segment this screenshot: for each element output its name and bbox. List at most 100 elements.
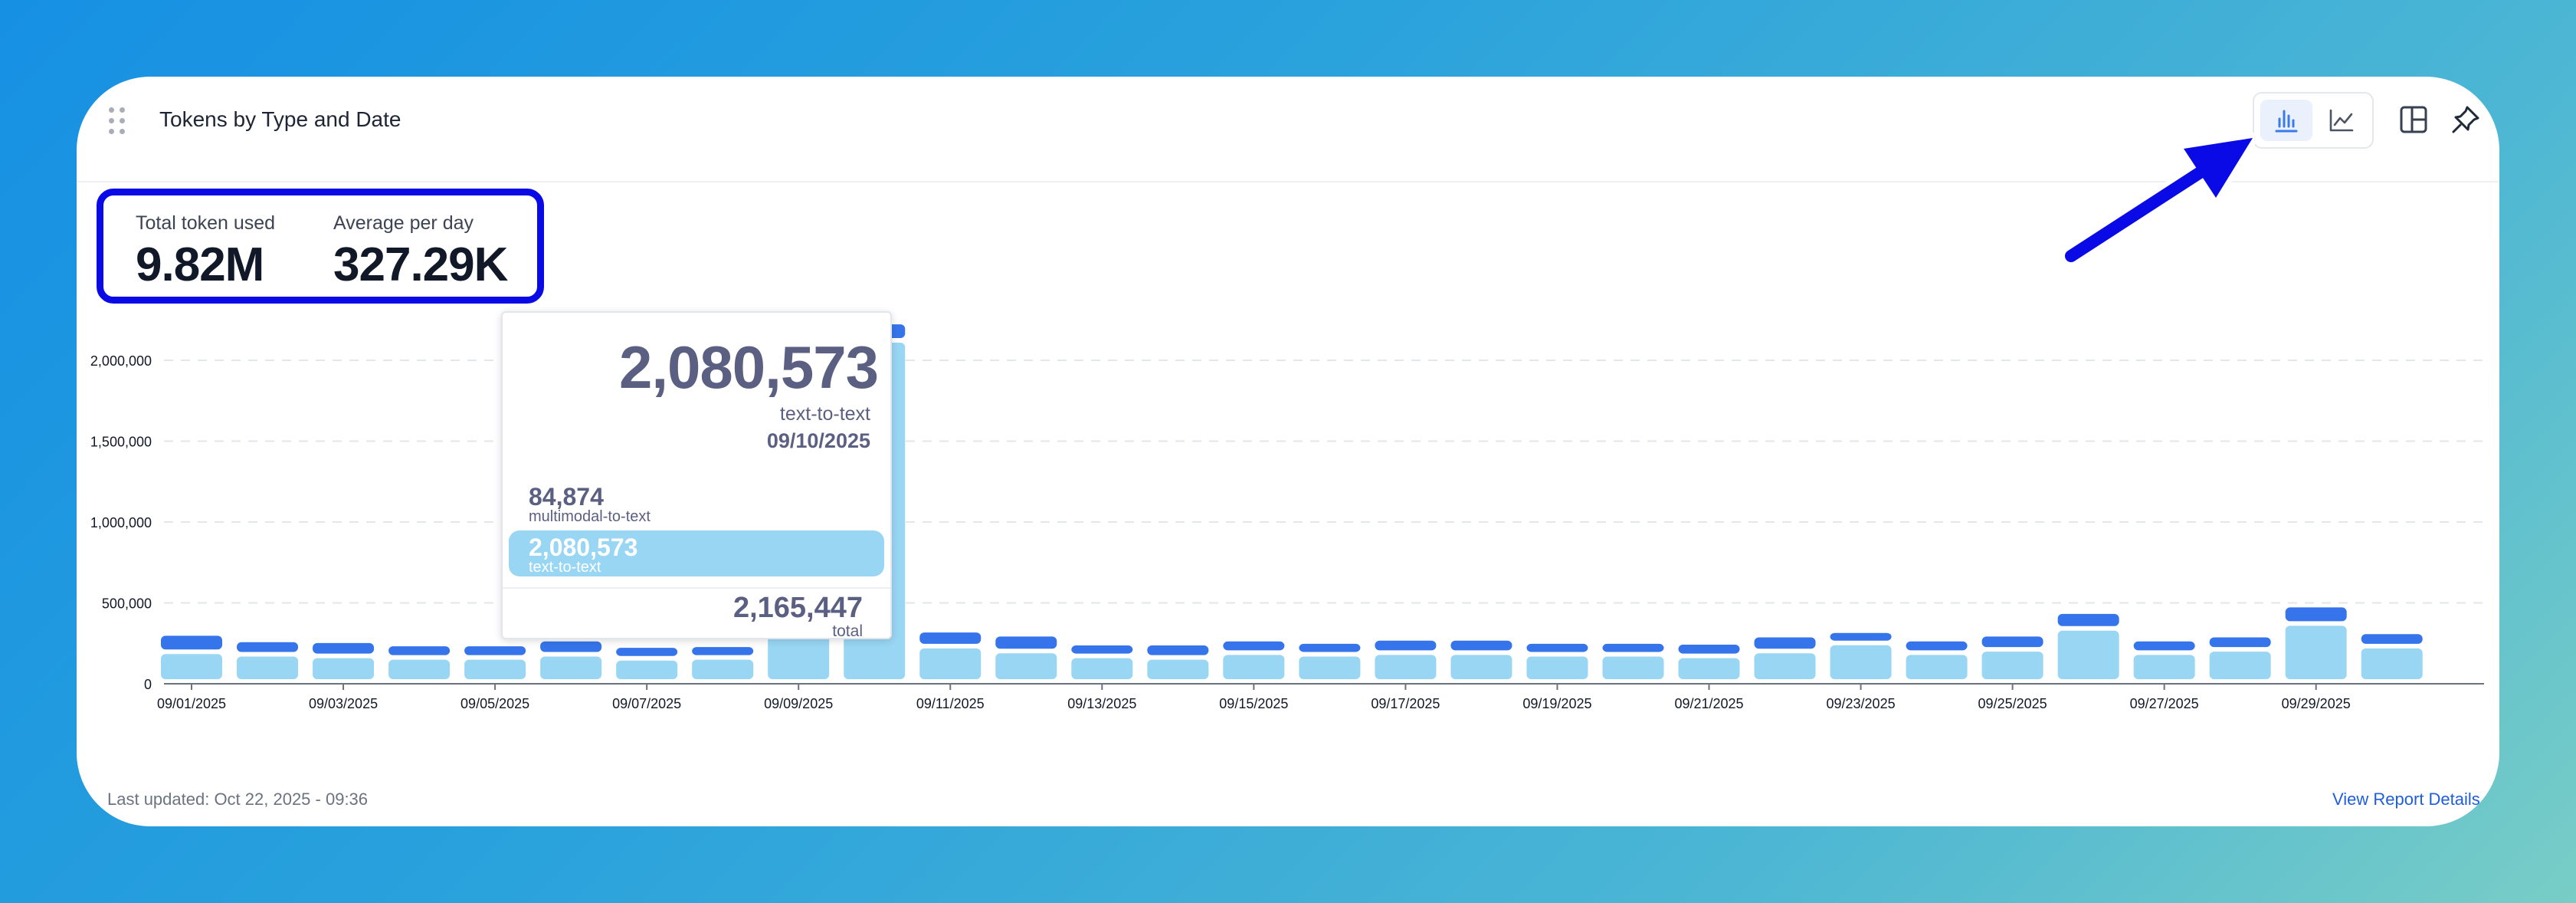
bar-multimodal-to-text[interactable] — [692, 647, 754, 655]
tooltip-headline-series: text-to-text — [779, 403, 870, 425]
bar-multimodal-to-text[interactable] — [2133, 641, 2195, 651]
bar-text-to-text[interactable] — [1375, 655, 1437, 679]
bar-text-to-text[interactable] — [995, 653, 1057, 679]
summary-stats-box: Total token used 9.82M Average per day 3… — [97, 189, 544, 304]
bar-multimodal-to-text[interactable] — [616, 648, 678, 656]
bar-text-to-text[interactable] — [540, 656, 602, 679]
bar-multimodal-to-text[interactable] — [1071, 645, 1133, 654]
bar-text-to-text[interactable] — [1602, 656, 1664, 679]
total-tokens-value: 9.82M — [136, 238, 264, 291]
view-report-details-link[interactable]: View Report Details — [2332, 790, 2480, 809]
chart-tooltip: 2,080,573 text-to-text 09/10/2025 84,874… — [501, 311, 892, 640]
bar-text-to-text[interactable] — [237, 656, 299, 679]
bar-multimodal-to-text[interactable] — [1223, 641, 1285, 651]
tooltip-date: 09/10/2025 — [766, 429, 870, 452]
bar-text-to-text[interactable] — [1450, 655, 1512, 679]
bar-multimodal-to-text[interactable] — [995, 636, 1057, 649]
y-tick-label: 1,500,000 — [90, 435, 152, 450]
tooltip-row-value: 84,874 — [529, 483, 604, 511]
bar-text-to-text[interactable] — [2361, 648, 2423, 679]
bar-multimodal-to-text[interactable] — [1754, 637, 1816, 649]
bar-chart-icon — [2275, 110, 2298, 133]
x-tick-label: 09/23/2025 — [1827, 696, 1896, 711]
bar-text-to-text[interactable] — [1754, 653, 1816, 679]
x-tick-label: 09/19/2025 — [1522, 696, 1591, 711]
tooltip-row-label: multimodal-to-text — [529, 508, 651, 525]
bar-multimodal-to-text[interactable] — [313, 642, 375, 654]
bar-text-to-text[interactable] — [161, 654, 222, 679]
arrow-shaft — [2065, 164, 2210, 262]
bar-multimodal-to-text[interactable] — [161, 635, 222, 650]
bar-multimodal-to-text[interactable] — [2285, 607, 2347, 622]
tooltip-row-value: 2,080,573 — [529, 534, 638, 561]
x-tick-label: 09/05/2025 — [460, 696, 529, 711]
tooltip-total-value: 2,165,447 — [732, 592, 863, 624]
bar-text-to-text[interactable] — [464, 659, 526, 679]
tooltip-row-text-to-text: 2,080,573 text-to-text — [509, 530, 884, 576]
x-tick-label: 09/15/2025 — [1219, 696, 1288, 711]
bar-multimodal-to-text[interactable] — [2057, 613, 2119, 626]
bar-text-to-text[interactable] — [1981, 652, 2043, 679]
x-tick-label: 09/07/2025 — [612, 696, 681, 711]
bar-text-to-text[interactable] — [1071, 658, 1133, 679]
total-tokens-stat: Total token used 9.82M — [136, 212, 275, 292]
bar-text-to-text[interactable] — [1906, 655, 1968, 679]
line-chart-view-button[interactable] — [2315, 100, 2368, 141]
bar-multimodal-to-text[interactable] — [1602, 643, 1664, 652]
bar-text-to-text[interactable] — [1526, 656, 1588, 679]
bar-multimodal-to-text[interactable] — [2209, 637, 2271, 648]
bar-multimodal-to-text[interactable] — [388, 646, 451, 655]
bar-multimodal-to-text[interactable] — [1147, 645, 1209, 655]
y-tick-label: 1,000,000 — [90, 515, 152, 530]
arrow-head — [2184, 138, 2253, 198]
last-updated-text: Last updated: Oct 22, 2025 - 09:36 — [107, 790, 369, 809]
bar-text-to-text[interactable] — [919, 648, 982, 679]
x-tick-label: 09/09/2025 — [764, 696, 833, 711]
bar-multimodal-to-text[interactable] — [1299, 643, 1361, 652]
x-tick-label: 09/17/2025 — [1371, 696, 1440, 711]
x-tick-label: 09/21/2025 — [1674, 696, 1743, 711]
chart-widget: Tokens by Type and Date — [77, 77, 2499, 826]
bar-multimodal-to-text[interactable] — [1981, 636, 2043, 648]
bar-multimodal-to-text[interactable] — [1906, 641, 1968, 651]
bar-multimodal-to-text[interactable] — [919, 632, 982, 644]
tooltip-row-multimodal: 84,874 multimodal-to-text — [529, 484, 651, 524]
drag-handle-icon[interactable] — [109, 107, 127, 135]
bar-multimodal-to-text[interactable] — [464, 646, 526, 655]
bar-text-to-text[interactable] — [1223, 655, 1285, 679]
bar-text-to-text[interactable] — [692, 659, 754, 679]
line-chart-icon — [2329, 109, 2354, 132]
average-per-day-value: 327.29K — [333, 238, 508, 291]
x-tick-label: 09/03/2025 — [309, 696, 378, 711]
bar-text-to-text[interactable] — [388, 659, 451, 679]
bar-multimodal-to-text[interactable] — [237, 642, 299, 652]
bar-multimodal-to-text[interactable] — [1526, 643, 1588, 652]
y-tick-label: 2,000,000 — [90, 353, 152, 369]
tooltip-divider — [503, 587, 890, 589]
bar-text-to-text[interactable] — [2285, 626, 2347, 679]
bar-text-to-text[interactable] — [1299, 656, 1361, 679]
tooltip-row-label: text-to-text — [529, 559, 601, 576]
bar-chart-view-button[interactable] — [2260, 100, 2312, 141]
total-tokens-label: Total token used — [136, 212, 276, 234]
bar-text-to-text[interactable] — [2209, 652, 2271, 679]
x-tick-label: 09/27/2025 — [2130, 696, 2199, 711]
pin-icon[interactable] — [2450, 104, 2481, 135]
tooltip-total-label: total — [832, 622, 863, 640]
layout-icon[interactable] — [2398, 104, 2429, 135]
x-tick-label: 09/29/2025 — [2282, 696, 2351, 711]
bar-multimodal-to-text[interactable] — [2361, 634, 2423, 644]
bar-text-to-text[interactable] — [1147, 659, 1209, 679]
bar-text-to-text[interactable] — [2133, 655, 2195, 679]
bar-multimodal-to-text[interactable] — [540, 641, 602, 652]
bar-multimodal-to-text[interactable] — [1375, 640, 1437, 651]
bar-text-to-text[interactable] — [616, 660, 678, 679]
bar-text-to-text[interactable] — [313, 658, 375, 679]
bar-multimodal-to-text[interactable] — [1450, 640, 1512, 651]
bar-text-to-text[interactable] — [2057, 630, 2119, 679]
bar-multimodal-to-text[interactable] — [1830, 632, 1892, 641]
bar-multimodal-to-text[interactable] — [1678, 644, 1740, 654]
bar-text-to-text[interactable] — [1678, 658, 1740, 679]
average-per-day-label: Average per day — [333, 212, 474, 234]
bar-text-to-text[interactable] — [1830, 645, 1892, 679]
